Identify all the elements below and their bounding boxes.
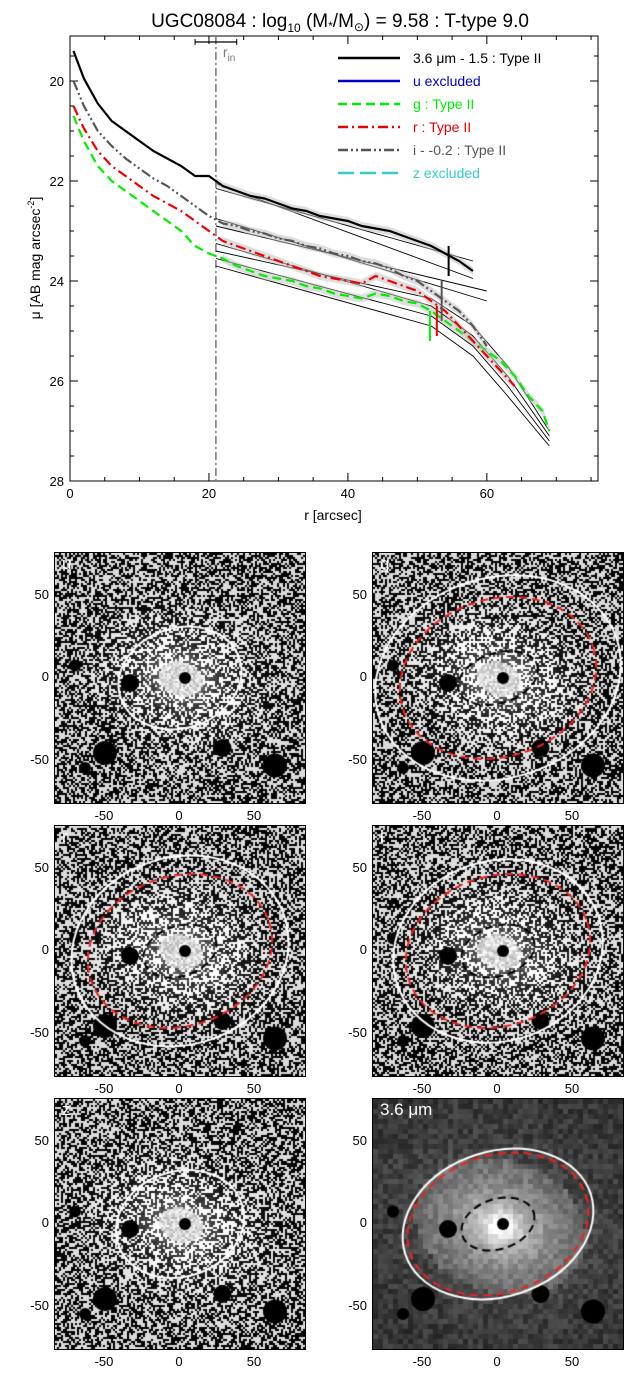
y-axis-label: μ [AB mag arcsec-2]	[26, 197, 43, 320]
image-x-tick-label: 0	[175, 808, 183, 823]
image-x-tick-label: -50	[412, 1081, 432, 1096]
profile-series-line	[72, 80, 488, 347]
band-label: r	[62, 827, 68, 846]
profile-series-line	[72, 105, 516, 387]
band-image-panel-u: u -50 0 50 50 0 -50	[9, 552, 319, 832]
image-y-tick-label: 0	[41, 1215, 49, 1230]
image-y-tick-label: 50	[352, 859, 367, 875]
image-y-tick-label: -50	[30, 1024, 49, 1040]
image-x-tick-label: 50	[246, 1081, 262, 1096]
y-tick-label: 28	[50, 474, 64, 489]
image-y-tick-label: -50	[30, 751, 49, 767]
band-label: z	[62, 1100, 71, 1119]
profile-series-line	[72, 115, 551, 432]
x-tick-label: 0	[66, 486, 73, 501]
x-tick-label: 20	[202, 486, 216, 501]
image-y-tick-label: 50	[352, 586, 367, 602]
profile-error-band	[222, 219, 487, 350]
band-image-3.6	[372, 1098, 624, 1350]
band-image-z	[54, 1098, 306, 1350]
x-tick-label: 40	[341, 486, 355, 501]
image-x-tick-label: -50	[94, 1354, 114, 1369]
band-label: g	[380, 554, 390, 573]
image-x-tick-label: 50	[564, 1354, 580, 1369]
legend-label: 3.6 μm - 1.5 : Type II	[413, 50, 541, 66]
image-x-tick-label: 0	[493, 808, 501, 823]
x-tick-label: 60	[480, 486, 494, 501]
band-image-panel-i: i -50 0 50 50 0 -50	[327, 825, 637, 1105]
band-label: u	[62, 554, 72, 573]
image-x-tick-label: 0	[175, 1081, 183, 1096]
legend-label: g : Type II	[413, 96, 474, 112]
y-tick-label: 24	[50, 274, 64, 289]
image-x-tick-label: -50	[94, 1081, 114, 1096]
image-y-tick-label: -50	[348, 1297, 367, 1313]
band-image-panel-g: g -50 0 50 50 0 -50	[327, 552, 637, 832]
image-x-tick-label: 0	[493, 1081, 501, 1096]
image-y-tick-label: 0	[41, 942, 49, 957]
image-x-tick-label: 0	[175, 1354, 183, 1369]
legend-label: r : Type II	[413, 119, 471, 135]
band-image-panel-z: z -50 0 50 50 0 -50	[9, 1098, 319, 1378]
image-x-tick-label: -50	[412, 808, 432, 823]
image-y-tick-label: 0	[359, 942, 367, 957]
image-x-tick-label: 50	[246, 1354, 262, 1369]
legend-label: i - -0.2 : Type II	[413, 142, 506, 158]
fit-line	[215, 265, 550, 447]
r-in-label: rin	[223, 44, 235, 64]
image-x-tick-label: 50	[564, 1081, 580, 1096]
profile-chart: UGC08084 : log10 (M*/M⊙) = 9.58 : T-type…	[26, 11, 599, 523]
band-image-u	[54, 552, 306, 804]
profile-series-line	[72, 50, 474, 272]
band-image-panel-r: r -50 0 50 50 0 -50	[9, 825, 319, 1105]
fit-line	[215, 258, 550, 442]
x-axis-label: r [arcsec]	[304, 507, 362, 523]
profile-error-band	[222, 254, 550, 435]
band-label: 3.6 μm	[380, 1100, 433, 1119]
image-x-tick-label: 0	[493, 1354, 501, 1369]
image-y-tick-label: -50	[30, 1297, 49, 1313]
band-image-i	[372, 825, 624, 1077]
image-y-tick-label: 0	[41, 669, 49, 684]
profile-error-band	[222, 237, 515, 390]
image-y-tick-label: 50	[34, 1132, 49, 1148]
band-image-r	[54, 825, 306, 1077]
image-y-tick-label: 50	[34, 586, 49, 602]
image-x-tick-label: -50	[412, 1354, 432, 1369]
legend-label: z excluded	[413, 165, 480, 181]
image-x-tick-label: -50	[94, 808, 114, 823]
plot-frame	[69, 35, 599, 482]
plot-area: 0 20 40 60 20 22 24 26 28 rin 3.6 μm - 1.5 : Type …	[50, 35, 599, 501]
profile-error-band	[215, 177, 473, 275]
band-image-g	[372, 552, 624, 804]
image-y-tick-label: -50	[348, 751, 367, 767]
chart-title: UGC08084 : log10 (M*/M⊙) = 9.58 : T-type…	[151, 11, 529, 35]
image-y-tick-label: 0	[359, 1215, 367, 1230]
y-tick-label: 20	[50, 74, 64, 89]
image-x-tick-label: 50	[246, 808, 262, 823]
image-y-tick-label: -50	[348, 1024, 367, 1040]
legend-label: u excluded	[413, 73, 481, 89]
image-y-tick-label: 50	[34, 859, 49, 875]
image-y-tick-label: 50	[352, 1132, 367, 1148]
y-tick-label: 26	[50, 374, 64, 389]
image-grid: u -50 0 50 50 0 -50 g -50 0 50 50 0 -50 r -50 0 50 50 0 -50 i…	[0, 540, 639, 1377]
y-tick-label: 22	[50, 174, 64, 189]
image-x-tick-label: 50	[564, 808, 580, 823]
band-label: i	[380, 827, 384, 846]
image-y-tick-label: 0	[359, 669, 367, 684]
band-image-panel-3.6: 3.6 μm -50 0 50 50 0 -50	[327, 1098, 637, 1378]
